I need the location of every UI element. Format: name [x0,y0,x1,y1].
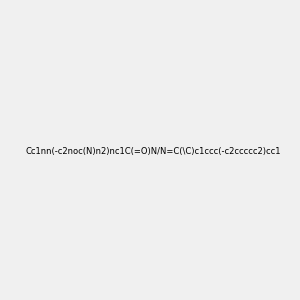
Text: Cc1nn(-c2noc(N)n2)nc1C(=O)N/N=C(\C)c1ccc(-c2ccccc2)cc1: Cc1nn(-c2noc(N)n2)nc1C(=O)N/N=C(\C)c1ccc… [26,147,281,156]
